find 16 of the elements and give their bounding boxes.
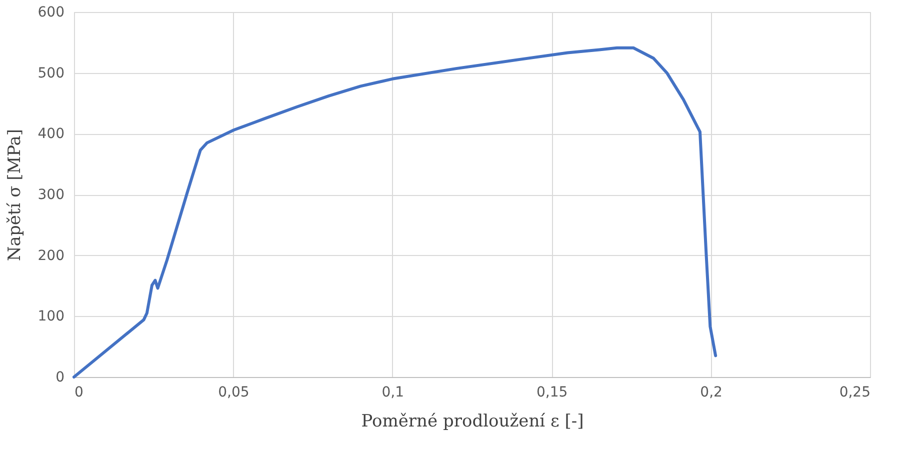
y-tick-label: 100 (38, 308, 64, 325)
x-tick-label: 0,15 (536, 384, 568, 400)
y-tick-label: 200 (38, 248, 64, 264)
y-tick-label: 400 (38, 126, 64, 142)
y-tick-label: 300 (38, 187, 64, 203)
x-tick-label: 0 (74, 384, 84, 400)
line-series (72, 46, 718, 378)
y-tick-label: 500 (38, 65, 64, 82)
x-tick-label: 0,2 (700, 384, 722, 400)
y-tick-label: 600 (38, 4, 64, 20)
x-axis-title: Poměrné prodloužení ε [-] (361, 412, 584, 432)
x-tick-label: 0,05 (218, 384, 250, 400)
y-tick-label: 0 (56, 370, 64, 386)
x-tick-label: 0,25 (839, 384, 870, 400)
y-axis-title: Napětí σ [MPa] (4, 128, 25, 262)
x-tick-label: 0,1 (382, 384, 404, 400)
